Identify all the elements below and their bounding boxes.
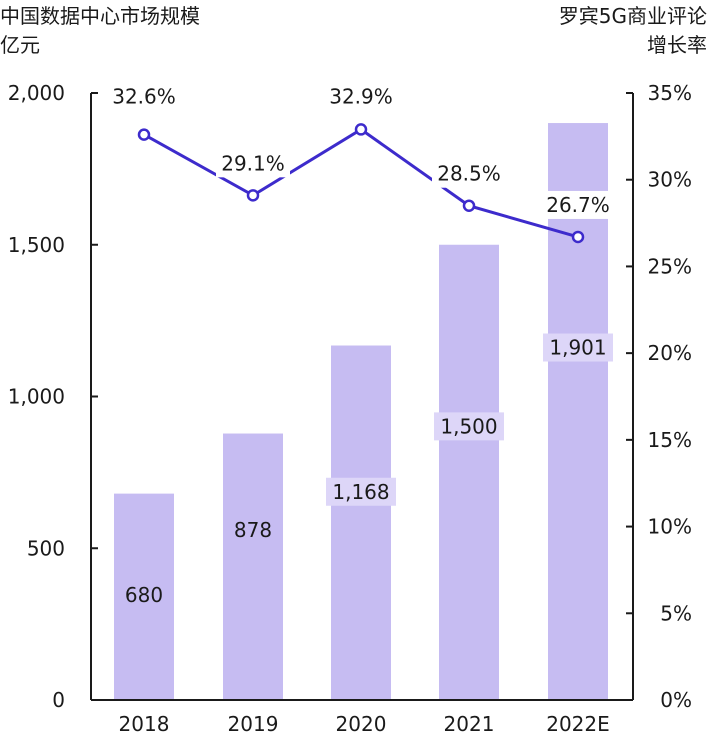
line-label-bg <box>324 82 398 111</box>
right-tick-label: 30% <box>648 168 692 192</box>
right-tick-label: 0% <box>660 688 692 712</box>
bar-value-label: 1,168 <box>332 480 389 504</box>
bar-label-bg <box>543 333 613 362</box>
line-label-bg <box>432 159 506 188</box>
bar-2022E <box>548 123 608 700</box>
bar-label-bg <box>230 515 276 544</box>
line-label-bg <box>216 149 290 178</box>
bar-label-bg <box>326 477 396 506</box>
line-point-2021 <box>462 199 476 212</box>
right-tick-label: 25% <box>648 254 692 278</box>
left-title-line-1: 中国数据中心市场规模 <box>0 4 200 28</box>
bar-value-label: 680 <box>125 583 163 607</box>
bar-2019 <box>223 433 283 700</box>
left-tick-label: 2,000 <box>8 81 65 105</box>
x-tick-label: 2022E <box>546 712 610 736</box>
left-title-line-2: 亿元 <box>0 33 40 57</box>
bar-label-bg <box>434 412 504 441</box>
left-tick-label: 1,000 <box>8 385 65 409</box>
right-tick-label: 15% <box>648 428 692 452</box>
bar-label-bg <box>121 580 167 609</box>
bar-value-label: 878 <box>234 518 272 542</box>
x-tick-label: 2019 <box>228 712 279 736</box>
x-tick-label: 2020 <box>336 712 387 736</box>
line-point-2020 <box>354 123 368 136</box>
growth-line <box>143 127 579 239</box>
bar-2020 <box>331 345 391 700</box>
line-point-2019 <box>246 189 260 202</box>
bar-2021 <box>439 244 499 700</box>
right-tick-label: 20% <box>648 341 692 365</box>
right-axis-title: 罗宾5G商业评论 增长率 <box>559 2 707 60</box>
right-tick-label: 5% <box>660 601 692 625</box>
right-tick-label: 10% <box>648 515 692 539</box>
right-title-line-2: 增长率 <box>647 33 707 57</box>
right-tick-label: 35% <box>648 81 692 105</box>
line-point-2018 <box>137 128 151 141</box>
line-value-label: 29.1% <box>221 151 285 175</box>
line-label-bg <box>541 190 615 219</box>
left-tick-label: 1,500 <box>8 233 65 257</box>
left-tick-label: 0 <box>52 688 65 712</box>
right-title-line-1: 罗宾5G商业评论 <box>558 4 707 28</box>
left-axis-title: 中国数据中心市场规模 亿元 <box>0 2 200 60</box>
line-value-label: 32.6% <box>112 85 176 109</box>
line-point-2022E <box>571 230 585 244</box>
left-tick-label: 500 <box>27 536 65 560</box>
x-tick-label: 2021 <box>444 712 495 736</box>
line-value-label: 26.7% <box>546 193 610 217</box>
line-value-label: 28.5% <box>437 162 501 186</box>
line-value-label: 32.9% <box>329 84 393 108</box>
bar-value-label: 1,500 <box>440 414 497 438</box>
bar-value-label: 1,901 <box>549 336 606 360</box>
x-tick-label: 2018 <box>119 712 170 736</box>
